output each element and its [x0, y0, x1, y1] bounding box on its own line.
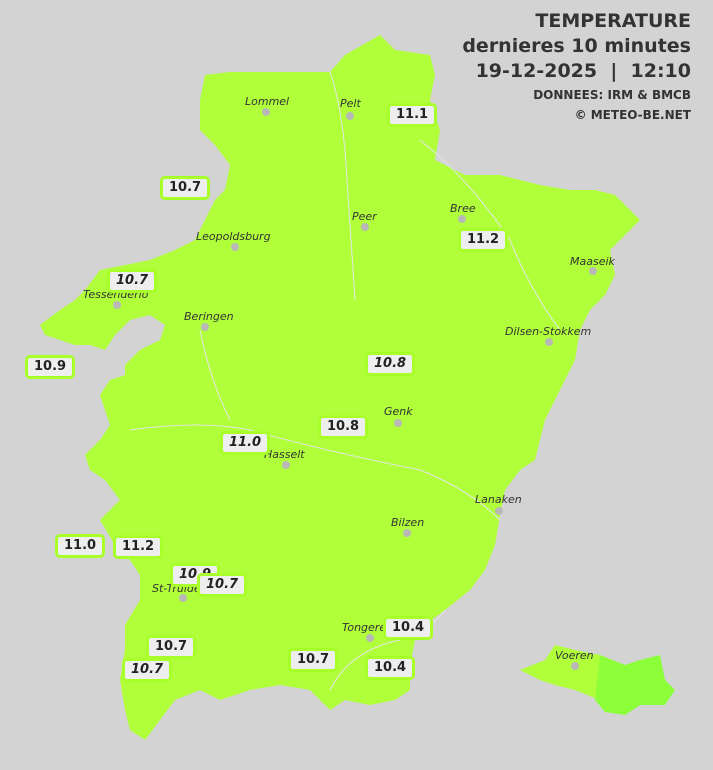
station-temperature[interactable]: 10.4 — [383, 616, 434, 640]
city-label: Maaseik — [570, 255, 615, 268]
station-temperature[interactable]: 10.4 — [365, 656, 416, 680]
station-temperature[interactable]: 11.2 — [458, 228, 509, 252]
city-dot — [231, 243, 239, 251]
city-dot — [262, 108, 270, 116]
city-label: Tongeren — [342, 621, 394, 634]
data-source: DONNEES: IRM & BMCB — [533, 88, 691, 102]
city-label: Pelt — [340, 97, 361, 110]
city-dot — [346, 112, 354, 120]
city-dot — [361, 223, 369, 231]
station-temperature[interactable]: 10.7 — [122, 658, 173, 682]
voeren-west — [520, 645, 600, 700]
city-dot — [403, 529, 411, 537]
city-dot — [589, 267, 597, 275]
province-shape — [40, 35, 640, 740]
borders — [129, 71, 561, 691]
station-temperature[interactable]: 11.2 — [113, 535, 164, 559]
city-dot — [394, 419, 402, 427]
city-dot — [201, 323, 209, 331]
city-label: Lanaken — [475, 493, 522, 506]
city-dot — [545, 338, 553, 346]
city-dot — [495, 507, 503, 515]
city-dot — [458, 215, 466, 223]
city-label: Peer — [352, 210, 377, 223]
city-label: Hasselt — [264, 448, 305, 461]
city-dot — [282, 461, 290, 469]
city-label: Genk — [384, 405, 413, 418]
station-temperature[interactable]: 10.7 — [160, 176, 211, 200]
voeren-east — [595, 655, 675, 715]
city-dot — [366, 634, 374, 642]
station-temperature[interactable]: 11.0 — [220, 431, 271, 455]
map-title: TEMPERATURE — [535, 10, 691, 32]
station-temperature[interactable]: 10.7 — [288, 648, 339, 672]
city-label: Dilsen-Stokkem — [505, 325, 592, 338]
copyright: © METEO-BE.NET — [574, 108, 691, 122]
city-label: Voeren — [555, 649, 594, 662]
city-dot — [179, 594, 187, 602]
city-label: Leopoldsburg — [196, 230, 271, 243]
station-temperature[interactable]: 10.8 — [318, 415, 369, 439]
map-datetime: 19-12-2025 | 12:10 — [475, 60, 691, 82]
city-label: Beringen — [184, 310, 234, 323]
city-label: Lommel — [245, 95, 290, 108]
station-temperature[interactable]: 10.7 — [197, 573, 248, 597]
city-dot — [571, 662, 579, 670]
station-temperature[interactable]: 11.0 — [55, 534, 106, 558]
station-temperature[interactable]: 10.8 — [365, 352, 416, 376]
station-temperature[interactable]: 10.7 — [146, 635, 197, 659]
city-dot — [113, 301, 121, 309]
station-temperature[interactable]: 11.1 — [387, 103, 438, 127]
map-subtitle: dernieres 10 minutes — [462, 35, 691, 57]
city-label: Bilzen — [391, 516, 425, 529]
station-temperature[interactable]: 10.9 — [25, 355, 76, 379]
city-label: Bree — [450, 202, 476, 215]
station-temperature[interactable]: 10.7 — [107, 269, 158, 293]
